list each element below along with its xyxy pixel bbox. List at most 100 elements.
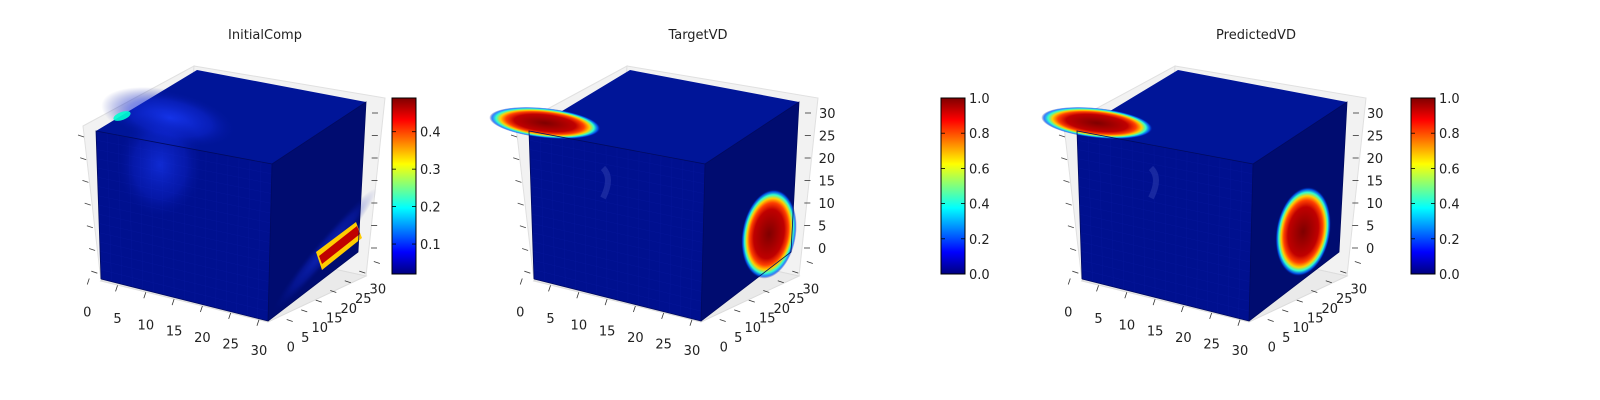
y-tick [806, 261, 813, 264]
x-tick [576, 292, 580, 299]
y-tick [315, 299, 322, 303]
y-tick-label: 25 [355, 292, 372, 307]
left-axis-tick [1058, 134, 1066, 138]
colorbar-tick-label: 0.6 [969, 162, 990, 177]
x-tick-label: 15 [1147, 325, 1164, 340]
colorbar-tick-label: 0.2 [1439, 233, 1460, 248]
z-tick-label: 0 [1366, 242, 1374, 257]
y-tick [1311, 290, 1318, 293]
x-tick [689, 319, 693, 326]
y-tick-label: 10 [744, 321, 761, 336]
x-tick [171, 299, 175, 306]
x-tick-label: 15 [599, 325, 616, 340]
z-tick-label: 30 [819, 107, 836, 122]
x-tick [256, 319, 260, 326]
z-tick-label: 15 [1367, 175, 1384, 190]
right-face-hotspot [741, 189, 797, 279]
left-axis-tick [515, 180, 522, 183]
z-tick-label: 30 [1367, 107, 1384, 122]
x-tick [1209, 312, 1213, 320]
panel-predictedvd: PredictedVD 0 5 10 15 20 25 30 0510152025300510… [1041, 28, 1460, 359]
left-axis-tick [524, 270, 531, 274]
left-axis-tick [1069, 248, 1077, 251]
cube-top-face [1077, 70, 1347, 164]
y-tick [1340, 270, 1347, 274]
voxel-grid [529, 133, 705, 319]
z-tick-label: 5 [818, 220, 826, 235]
colorbar-tick-label: 0.0 [969, 268, 990, 283]
colorbar-tick-label: 0.8 [969, 127, 990, 142]
x-tick-label: 10 [138, 318, 155, 333]
x-tick [228, 312, 232, 320]
colorbar-tick-label: 0.1 [420, 238, 441, 253]
panel-targetvd: TargetVD 0 5 10 15 20 25 30 0510152025300510152… [489, 28, 990, 359]
colorbar [391, 97, 417, 275]
y-tick [330, 290, 337, 293]
panel-title: PredictedVD [1216, 28, 1296, 43]
left-axis-tick [84, 202, 91, 206]
y-tick-label: 30 [803, 282, 820, 297]
x-tick [1067, 278, 1071, 285]
cube-right-face [268, 102, 366, 321]
left-axis-tick [88, 248, 96, 251]
x-tick [633, 305, 636, 313]
colorbar-tick-label: 0.3 [420, 163, 441, 178]
y-tick [1354, 261, 1361, 264]
colorbar-tick-label: 0.4 [969, 198, 990, 213]
cube-edges [267, 101, 367, 322]
x-tick [1124, 292, 1128, 299]
y-tick-label: 0 [1268, 341, 1276, 356]
colorbar-tick-label: 0.0 [1439, 268, 1460, 283]
y-tick-label: 15 [1307, 311, 1324, 326]
colorbar-tick-label: 0.2 [969, 233, 990, 248]
left-axis-tick [86, 225, 94, 229]
left-axis-tick [1067, 225, 1075, 229]
x-tick [200, 305, 203, 313]
x-tick-label: 20 [1175, 331, 1192, 346]
y-tick-label: 15 [326, 311, 343, 326]
x-tick-label: 30 [1232, 344, 1249, 359]
y-tick-label: 5 [301, 331, 309, 346]
top-corner-spot [113, 111, 131, 121]
colorbar [1410, 97, 1436, 275]
cube-front-face [529, 131, 705, 321]
x-tick [1096, 285, 1099, 292]
y-tick [1282, 309, 1289, 313]
left-axis-tick [1072, 270, 1079, 274]
y-tick [1296, 299, 1303, 303]
x-tick [115, 285, 118, 292]
top-face-hotspot [489, 106, 601, 140]
x-tick [661, 312, 665, 320]
colorbar-tick-label: 1.0 [1439, 92, 1460, 107]
cube-edges [700, 101, 800, 322]
x-tick [143, 292, 147, 299]
colorbar [940, 97, 966, 275]
y-tick [301, 309, 308, 313]
left-axis-tick [1063, 180, 1070, 183]
z-tick-label: 10 [818, 197, 835, 212]
y-tick-label: 5 [734, 331, 742, 346]
left-axis-tick [82, 180, 89, 183]
cube-edges [1248, 101, 1348, 322]
z-tick-label: 10 [1366, 197, 1383, 212]
left-axis-tick [510, 134, 518, 138]
y-tick [734, 309, 741, 313]
y-tick [792, 270, 799, 274]
z-tick-label: 25 [819, 130, 836, 145]
cube-front-face [1077, 131, 1253, 321]
x-tick [1181, 305, 1184, 313]
x-tick [86, 278, 90, 285]
right-face-streak [316, 222, 362, 270]
y-tick-label: 5 [1282, 331, 1290, 346]
front-face-faint-mark [600, 165, 611, 200]
y-tick [777, 280, 784, 284]
y-tick [1267, 319, 1274, 322]
y-tick [1325, 280, 1332, 284]
panel-title: TargetVD [667, 28, 727, 43]
z-tick-label: 0 [818, 242, 826, 257]
left-axis-tick [519, 225, 527, 229]
y-tick-label: 25 [1336, 292, 1353, 307]
x-tick-label: 0 [516, 306, 524, 321]
left-axis-tick [91, 270, 98, 274]
